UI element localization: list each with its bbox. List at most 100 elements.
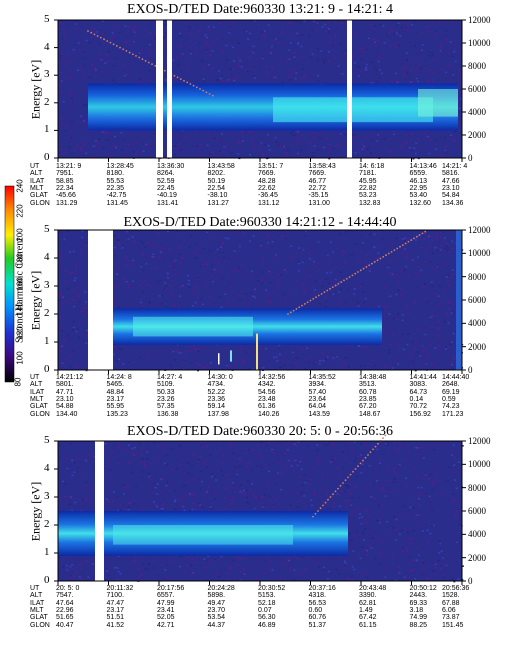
noise-cell bbox=[121, 247, 124, 249]
noise-cell bbox=[417, 524, 420, 527]
noise-cell bbox=[411, 63, 414, 65]
noise-cell bbox=[252, 75, 255, 77]
noise-cell bbox=[458, 523, 461, 525]
noise-cell bbox=[299, 475, 301, 477]
noise-cell bbox=[112, 363, 115, 365]
noise-cell bbox=[142, 254, 145, 256]
noise-cell bbox=[396, 32, 399, 35]
noise-cell bbox=[59, 556, 62, 558]
noise-cell bbox=[409, 506, 412, 509]
noise-cell bbox=[117, 306, 120, 309]
noise-cell bbox=[311, 53, 314, 55]
noise-cell bbox=[189, 350, 192, 352]
ephemeris-row-label: GLON bbox=[30, 621, 50, 629]
temperature-point bbox=[359, 269, 362, 272]
temperature-point bbox=[317, 294, 320, 297]
noise-cell bbox=[399, 298, 402, 300]
noise-cell bbox=[74, 95, 76, 97]
noise-cell bbox=[417, 234, 420, 237]
noise-cell bbox=[455, 541, 458, 543]
noise-cell bbox=[85, 306, 88, 309]
noise-cell bbox=[391, 273, 394, 275]
noise-cell bbox=[418, 138, 420, 140]
noise-cell bbox=[453, 471, 456, 473]
temperature-point bbox=[289, 311, 292, 314]
noise-cell bbox=[434, 293, 437, 295]
noise-cell bbox=[411, 340, 414, 343]
noise-cell bbox=[398, 489, 401, 491]
ephemeris-row-label: GLAT bbox=[30, 192, 48, 200]
noise-cell bbox=[250, 469, 253, 471]
noise-cell bbox=[334, 57, 337, 59]
noise-cell bbox=[114, 135, 116, 138]
noise-cell bbox=[127, 39, 130, 42]
noise-cell bbox=[451, 578, 454, 580]
noise-cell bbox=[216, 277, 219, 279]
noise-cell bbox=[435, 266, 438, 269]
noise-cell bbox=[81, 141, 84, 143]
noise-cell bbox=[181, 497, 184, 499]
noise-cell bbox=[69, 495, 72, 498]
temperature-point bbox=[372, 448, 374, 451]
noise-cell bbox=[270, 274, 272, 276]
noise-cell bbox=[405, 52, 408, 54]
noise-cell bbox=[242, 140, 244, 142]
noise-cell bbox=[405, 26, 408, 29]
noise-cell bbox=[231, 499, 234, 501]
noise-cell bbox=[353, 288, 356, 290]
noise-cell bbox=[261, 496, 264, 499]
noise-cell bbox=[448, 251, 451, 253]
ephemeris-value: 64.04 bbox=[308, 403, 327, 411]
temperature-point bbox=[183, 79, 185, 82]
noise-cell bbox=[239, 484, 242, 486]
noise-cell bbox=[455, 510, 458, 512]
noise-cell bbox=[351, 254, 354, 256]
noise-cell bbox=[417, 328, 420, 331]
y2-tick-label: 4000 bbox=[468, 529, 486, 540]
noise-cell bbox=[213, 137, 216, 139]
noise-cell bbox=[197, 350, 200, 353]
noise-cell bbox=[393, 442, 396, 444]
noise-cell bbox=[134, 153, 137, 155]
noise-cell bbox=[276, 472, 279, 474]
noise-cell bbox=[339, 43, 342, 46]
noise-cell bbox=[418, 554, 420, 556]
noise-cell bbox=[321, 285, 324, 287]
ephemeris-value: 6557. bbox=[157, 592, 175, 600]
noise-cell bbox=[81, 310, 84, 312]
noise-cell bbox=[110, 36, 113, 39]
noise-cell bbox=[141, 457, 144, 460]
noise-cell bbox=[401, 22, 404, 24]
noise-cell bbox=[191, 305, 194, 307]
noise-cell bbox=[329, 461, 332, 463]
noise-cell bbox=[252, 235, 255, 237]
noise-cell bbox=[83, 57, 86, 60]
noise-cell bbox=[401, 529, 404, 531]
noise-cell bbox=[382, 238, 385, 240]
ephemeris-value: 5898. bbox=[207, 592, 226, 600]
noise-cell bbox=[59, 316, 62, 319]
noise-cell bbox=[185, 57, 188, 60]
noise-cell bbox=[271, 241, 274, 243]
noise-cell bbox=[444, 136, 447, 139]
noise-cell bbox=[434, 247, 437, 249]
noise-cell bbox=[324, 358, 327, 361]
noise-cell bbox=[417, 80, 420, 83]
noise-cell bbox=[350, 504, 353, 506]
noise-cell bbox=[67, 569, 70, 572]
noise-cell bbox=[408, 575, 411, 578]
noise-cell bbox=[165, 306, 168, 308]
noise-cell bbox=[278, 445, 281, 448]
noise-cell bbox=[238, 294, 241, 296]
noise-cell bbox=[89, 76, 92, 78]
noise-cell bbox=[450, 312, 453, 314]
noise-cell bbox=[351, 579, 354, 581]
noise-cell bbox=[353, 535, 356, 537]
noise-cell bbox=[420, 67, 423, 69]
noise-cell bbox=[356, 475, 359, 478]
noise-cell bbox=[420, 247, 423, 249]
temperature-point bbox=[323, 291, 326, 294]
noise-cell bbox=[373, 233, 376, 236]
noise-cell bbox=[457, 578, 460, 581]
noise-cell bbox=[160, 251, 163, 254]
